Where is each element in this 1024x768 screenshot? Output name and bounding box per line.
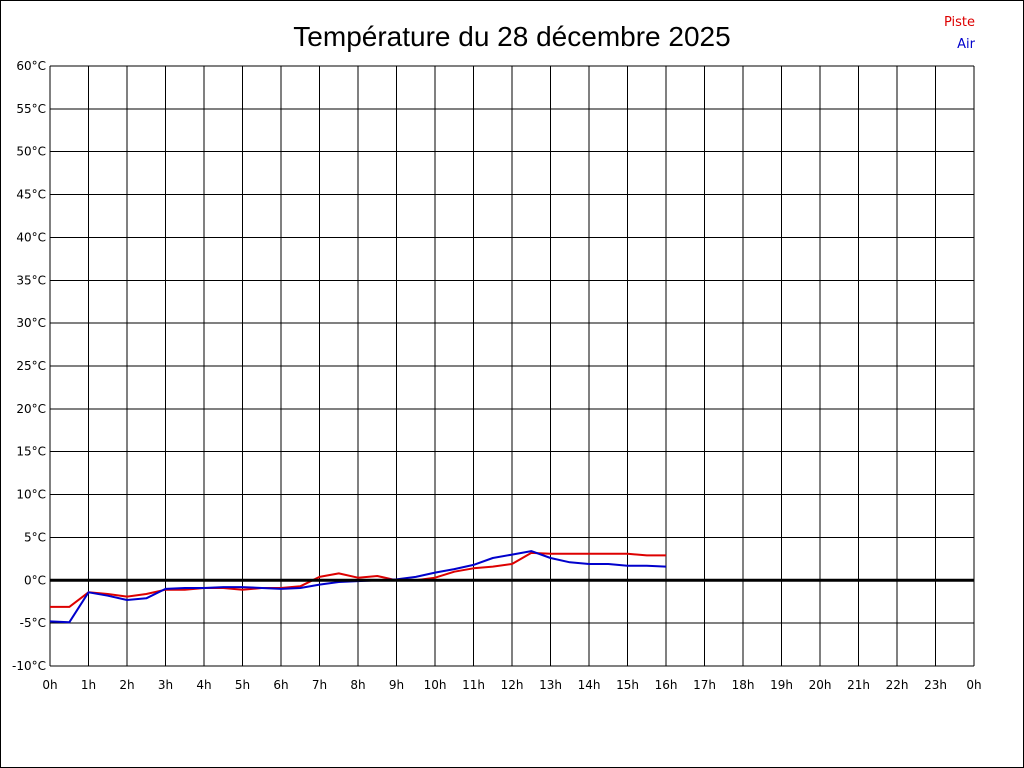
x-tick-label: 12h (501, 678, 524, 692)
x-tick-label: 17h (693, 678, 716, 692)
y-tick-label: 10°C (16, 488, 46, 502)
x-tick-label: 11h (462, 678, 485, 692)
y-tick-label: 20°C (16, 402, 46, 416)
x-tick-label: 0h (42, 678, 57, 692)
y-tick-label: 40°C (16, 230, 46, 244)
x-tick-label: 9h (389, 678, 404, 692)
legend: Piste Air (944, 15, 976, 52)
y-tick-label: -5°C (20, 616, 46, 630)
x-tick-label: 10h (424, 678, 447, 692)
x-tick-label: 15h (616, 678, 639, 692)
y-tick-label: 0°C (24, 573, 46, 587)
x-tick-label: 16h (655, 678, 678, 692)
y-tick-label: 25°C (16, 359, 46, 373)
x-tick-label: 6h (273, 678, 288, 692)
legend-entry-air: Air (957, 37, 976, 52)
x-tick-label: 14h (578, 678, 601, 692)
x-tick-label: 13h (539, 678, 562, 692)
x-tick-label: 21h (847, 678, 870, 692)
y-tick-label: 55°C (16, 102, 46, 116)
legend-entry-piste: Piste (944, 15, 975, 30)
x-tick-label: 20h (809, 678, 832, 692)
y-tick-label: 45°C (16, 188, 46, 202)
series-layer (49, 550, 974, 624)
x-tick-label: 23h (924, 678, 947, 692)
x-tick-label: 18h (732, 678, 755, 692)
y-tick-label: 15°C (16, 445, 46, 459)
x-tick-label: 0h (966, 678, 981, 692)
x-tick-label: 19h (770, 678, 793, 692)
x-tick-label: 7h (312, 678, 327, 692)
x-tick-label: 5h (235, 678, 250, 692)
y-tick-label: 5°C (24, 530, 46, 544)
x-tick-label: 2h (119, 678, 134, 692)
y-tick-label: 35°C (16, 273, 46, 287)
y-axis: 60°C 55°C 50°C 45°C 40°C 35°C 30°C 25°C 20°C 15°C… (12, 59, 46, 673)
chart-title: Température du 28 décembre 2025 (293, 21, 730, 52)
y-tick-label: 30°C (16, 316, 46, 330)
grid (49, 65, 975, 667)
y-tick-label: 60°C (16, 59, 46, 73)
x-tick-label: 8h (350, 678, 365, 692)
series-line-piste (50, 551, 666, 608)
y-tick-label: 50°C (16, 145, 46, 159)
x-tick-label: 4h (196, 678, 211, 692)
y-tick-label: -10°C (12, 659, 46, 673)
x-tick-label: 3h (158, 678, 173, 692)
x-tick-label: 1h (81, 678, 96, 692)
x-tick-label: 22h (886, 678, 909, 692)
x-axis: 0h 1h 2h 3h 4h 5h 6h 7h 8h 9h 10h 11h 12h 13h 14h 15h 16… (42, 678, 981, 692)
